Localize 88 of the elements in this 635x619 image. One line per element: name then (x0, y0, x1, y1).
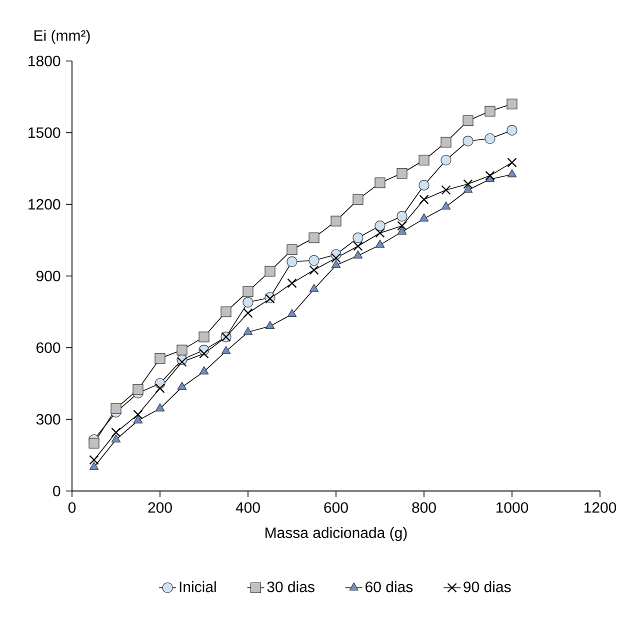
point (199, 366, 209, 374)
point (111, 428, 121, 438)
point (111, 434, 121, 442)
point (440, 154, 452, 166)
point (352, 194, 364, 205)
point (331, 260, 341, 268)
point (198, 332, 210, 342)
y-tick-label: 1500 (28, 127, 60, 138)
point (132, 384, 144, 395)
point (441, 201, 451, 210)
y-tick-label: 900 (36, 270, 60, 282)
point (242, 286, 254, 297)
point (419, 213, 429, 222)
point (220, 306, 232, 318)
point (155, 383, 165, 394)
point (440, 136, 452, 148)
point (463, 184, 473, 193)
point (374, 178, 386, 188)
legend-label: 60 dias (366, 581, 413, 592)
point (221, 346, 231, 354)
point (330, 216, 342, 226)
point (88, 438, 100, 449)
point (155, 403, 165, 412)
point (243, 326, 253, 335)
point (309, 265, 319, 275)
point (176, 344, 188, 356)
point (352, 232, 364, 244)
legend-label: 30 dias (267, 581, 314, 592)
point (397, 226, 407, 235)
point (375, 228, 385, 238)
x-tick-label: 0 (68, 502, 76, 513)
point (89, 462, 99, 470)
point (507, 169, 517, 178)
point (463, 179, 473, 189)
y-tick-label: 1800 (28, 56, 60, 66)
y-tick-label: 1200 (28, 199, 60, 210)
point (110, 403, 122, 414)
point (309, 284, 319, 292)
point (484, 133, 496, 144)
point (484, 106, 496, 116)
point (506, 98, 518, 110)
point (419, 194, 429, 204)
point (287, 278, 297, 288)
point (374, 220, 386, 232)
point (177, 382, 187, 390)
x-tick-label: 400 (236, 502, 260, 513)
point (418, 180, 430, 191)
point (286, 244, 298, 256)
point (265, 320, 275, 329)
x-axis-title: Massa adicionada (g) (266, 527, 407, 541)
legend-label: 90 dias (464, 581, 511, 592)
point (308, 255, 320, 266)
x-tick-label: 800 (412, 502, 436, 513)
point (462, 136, 474, 146)
point (89, 455, 99, 465)
point (308, 232, 320, 244)
point (199, 348, 209, 358)
point (154, 353, 166, 364)
point (375, 240, 385, 248)
point (396, 210, 408, 222)
point (264, 266, 276, 277)
point (243, 308, 253, 318)
point (397, 220, 407, 231)
y-tick-label: 300 (36, 414, 60, 425)
point (133, 410, 143, 420)
point (396, 168, 408, 179)
x-tick-label: 1200 (584, 502, 616, 513)
x-tick-label: 600 (324, 502, 348, 513)
y-tick-label: 600 (36, 342, 60, 353)
point (331, 253, 341, 263)
point (353, 241, 363, 251)
legend-label: Inicial (180, 581, 216, 592)
point (441, 185, 451, 195)
point (242, 296, 254, 308)
x-tick-label: 200 (148, 502, 172, 513)
x-tick-label: 1000 (496, 502, 528, 513)
point (353, 250, 363, 258)
point (485, 170, 495, 181)
point (286, 256, 298, 267)
point (462, 115, 474, 126)
point (133, 415, 143, 424)
y-axis-title: Ei (mm²) (34, 30, 90, 44)
point (507, 158, 517, 168)
point (177, 357, 187, 367)
point (287, 308, 297, 318)
point (418, 154, 430, 166)
point (506, 124, 518, 136)
y-tick-label: 0 (53, 486, 60, 496)
